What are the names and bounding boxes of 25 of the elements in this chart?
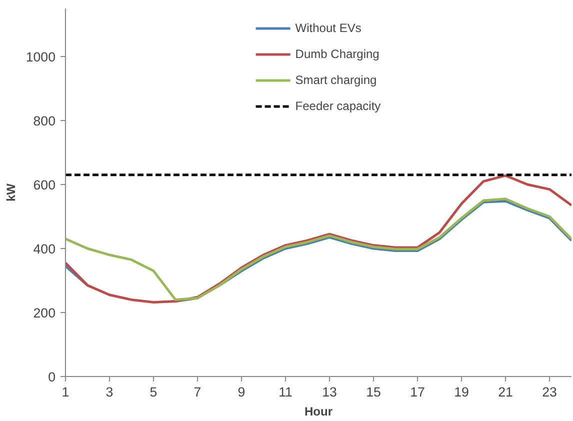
legend-label: Without EVs [295, 21, 362, 35]
legend-label: Feeder capacity [295, 99, 381, 113]
y-tick-label: 800 [33, 114, 56, 128]
y-tick-label: 400 [33, 242, 56, 256]
legend-label: Smart charging [295, 73, 377, 87]
x-tick-label: 13 [322, 384, 337, 400]
x-axis-title: Hour [304, 404, 333, 418]
y-tick-label: 0 [48, 370, 56, 384]
x-tick-label: 19 [454, 384, 469, 400]
x-tick-label: 11 [278, 384, 292, 400]
x-tick-label: 5 [150, 384, 158, 400]
x-tick-label: 7 [194, 384, 202, 400]
y-tick-label: 600 [33, 178, 56, 192]
x-tick-label: 17 [410, 384, 425, 400]
x-tick-label: 21 [498, 384, 513, 400]
x-tick-label: 15 [366, 384, 381, 400]
x-tick-label: 23 [542, 384, 557, 400]
x-tick-label: 9 [238, 384, 246, 400]
y-axis-title: kW [4, 182, 18, 202]
line-series [66, 174, 572, 304]
x-tick-label: 1 [62, 384, 70, 400]
y-tick-label: 1000 [26, 50, 56, 64]
legend-label: Dumb Charging [295, 47, 380, 61]
y-tick-label: 200 [33, 306, 56, 320]
x-tick-label: 3 [106, 384, 114, 400]
